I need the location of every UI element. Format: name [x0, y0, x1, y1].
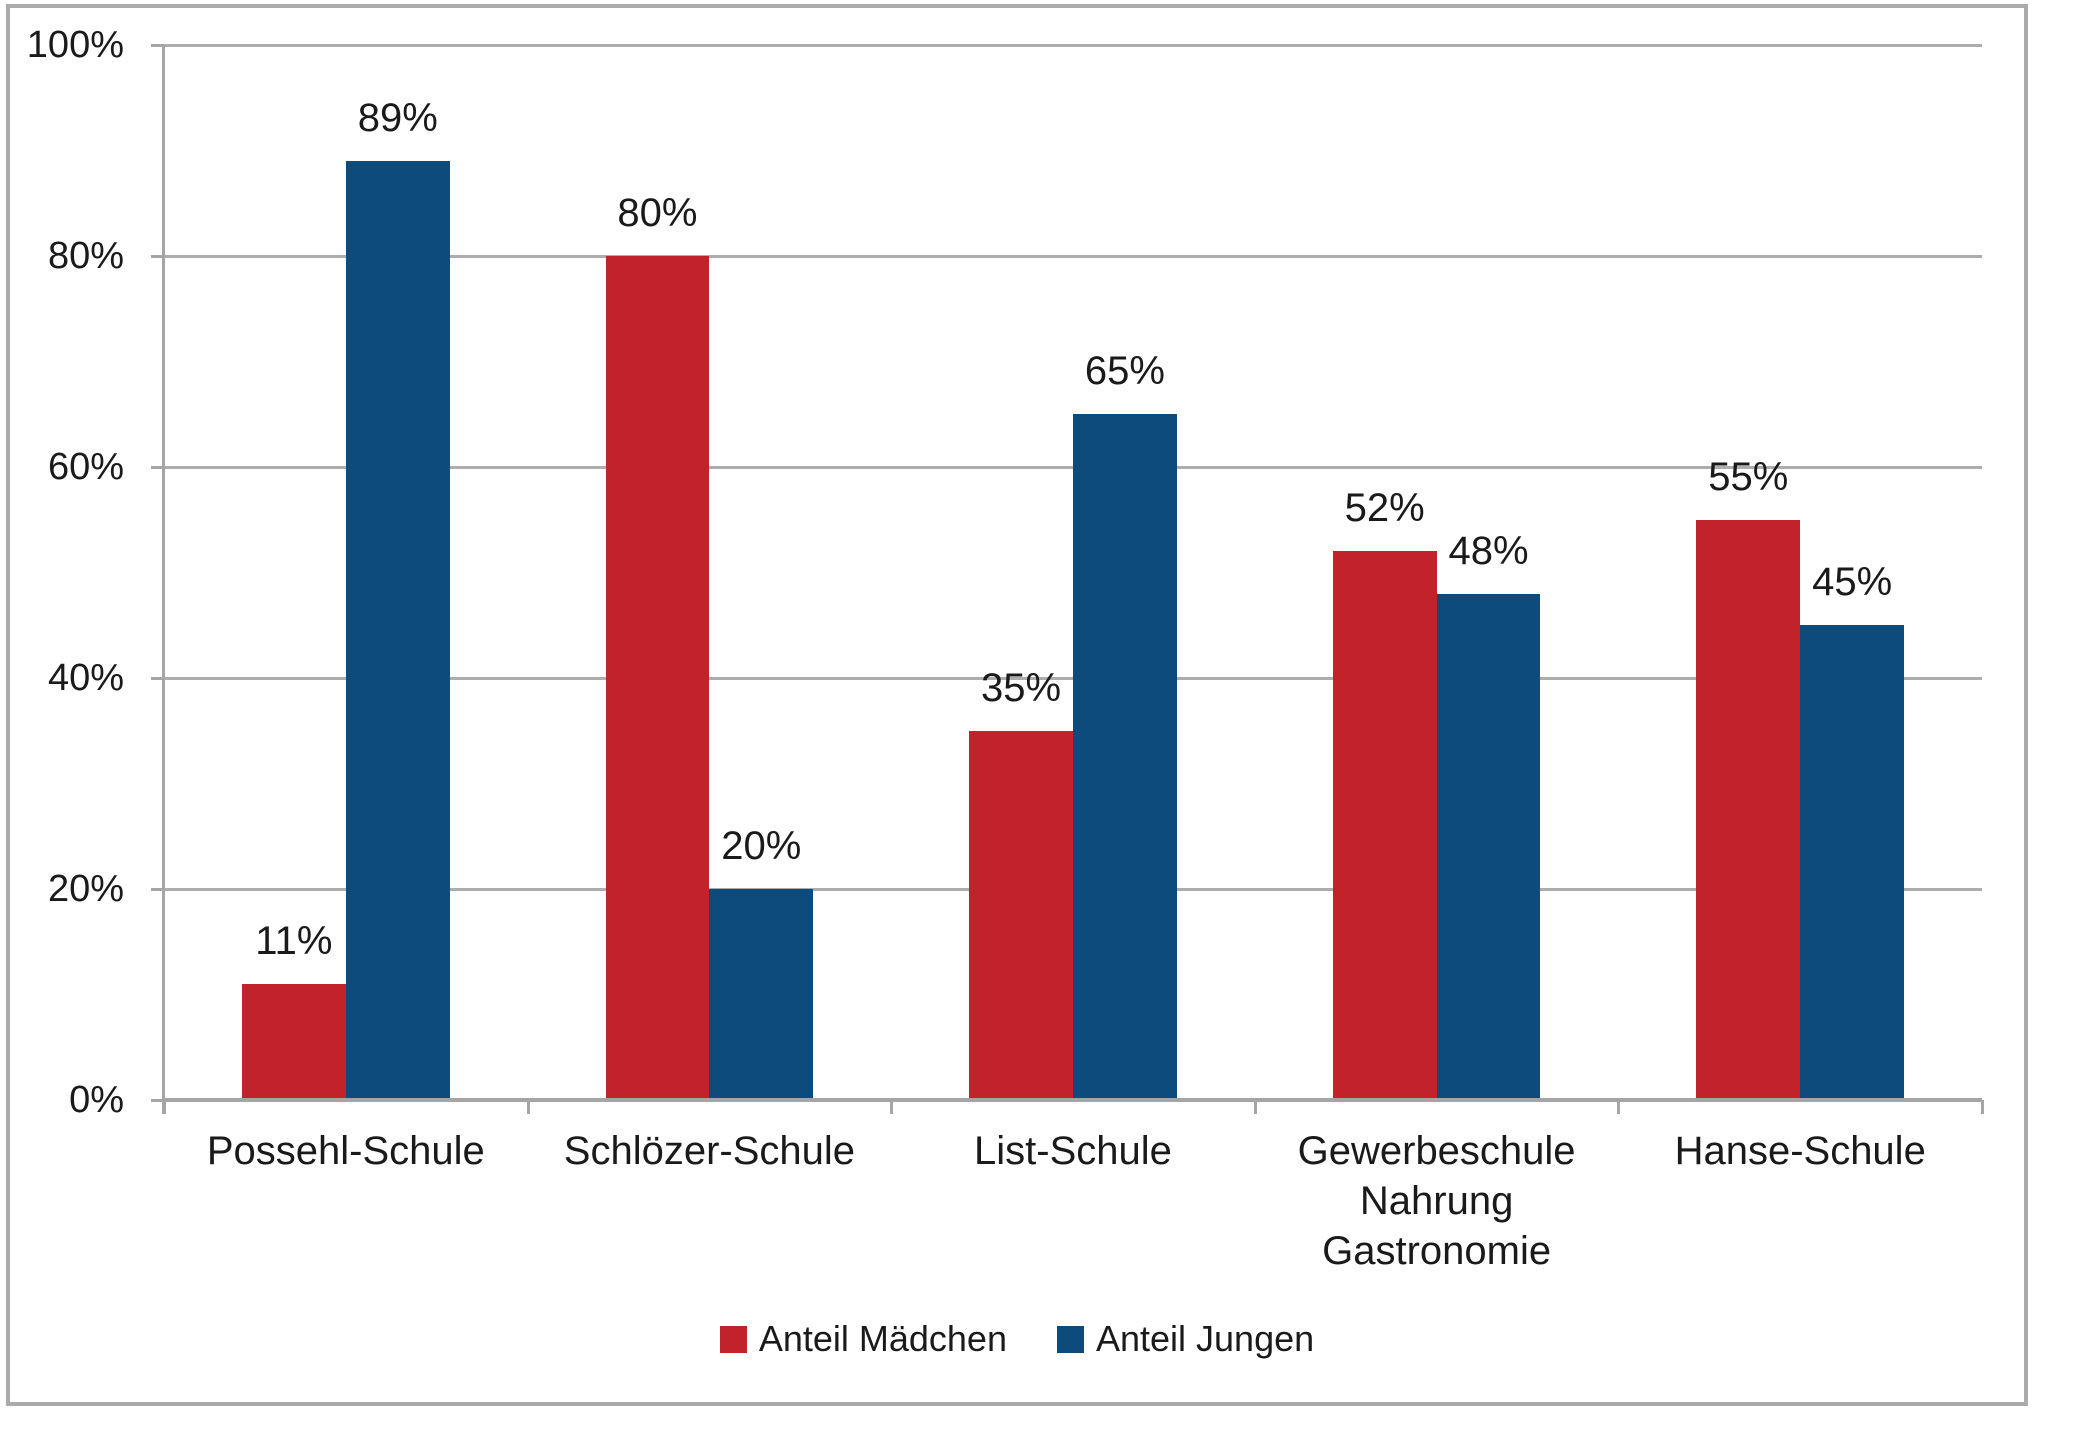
x-axis-label: Possehl-Schule — [164, 1126, 528, 1176]
data-label-anteil-jungen: 20% — [721, 824, 802, 868]
legend-item-anteil-jungen: Anteil Jungen — [1056, 1318, 1315, 1360]
x-axis-tick — [1981, 1100, 1984, 1114]
legend-item-anteil-maedchen: Anteil Mädchen — [719, 1318, 1007, 1360]
x-axis-label: Gewerbeschule Nahrung Gastronomie — [1255, 1126, 1619, 1276]
data-label-anteil-maedchen: 35% — [981, 665, 1062, 710]
x-axis-tick — [526, 1100, 530, 1114]
chart-frame — [6, 4, 2028, 1406]
y-axis-label: 100% — [26, 24, 124, 66]
y-axis-line — [162, 45, 165, 1114]
y-axis-tick — [151, 466, 164, 469]
y-axis-tick — [151, 44, 164, 47]
x-axis-tick — [1253, 1100, 1257, 1114]
y-axis-label: 20% — [47, 868, 124, 910]
legend-label: Anteil Jungen — [1095, 1318, 1315, 1359]
y-axis-label: 80% — [47, 235, 124, 277]
data-label-anteil-maedchen: 11% — [255, 918, 333, 963]
x-axis-tick — [890, 1100, 894, 1114]
bar-anteil-jungen — [1800, 625, 1905, 1100]
data-label-anteil-maedchen: 55% — [1708, 454, 1789, 499]
gridline — [164, 255, 1982, 258]
bar-anteil-maedchen — [969, 730, 1073, 1100]
x-axis-line — [164, 1098, 1982, 1102]
y-axis-tick — [151, 888, 164, 891]
data-label-anteil-jungen: 65% — [1084, 349, 1165, 394]
gridline — [164, 44, 1982, 47]
y-axis-tick — [151, 677, 164, 680]
legend: Anteil Mädchen Anteil Jungen — [10, 1318, 2024, 1360]
y-axis-label: 60% — [47, 446, 124, 488]
legend-swatch-icon — [719, 1325, 747, 1353]
bar-anteil-maedchen — [1696, 519, 1801, 1100]
bar-anteil-jungen — [709, 889, 814, 1100]
x-axis-tick — [1617, 1100, 1621, 1114]
x-axis-label-line: Gewerbeschule — [1297, 1129, 1576, 1173]
bar-anteil-maedchen — [605, 256, 710, 1100]
bar-anteil-jungen — [1073, 414, 1177, 1100]
data-label-anteil-maedchen: 52% — [1344, 486, 1425, 531]
data-label-anteil-maedchen: 80% — [617, 191, 698, 235]
x-axis-label: Schlözer-Schule — [528, 1126, 892, 1176]
y-axis-tick — [151, 1099, 164, 1102]
bar-anteil-maedchen — [241, 983, 346, 1100]
x-axis-label: Hanse-Schule — [1618, 1126, 1982, 1176]
x-axis-label: List-Schule — [891, 1126, 1255, 1176]
x-axis-label-line: Gastronomie — [1322, 1229, 1552, 1273]
legend-label: Anteil Mädchen — [758, 1318, 1007, 1359]
x-axis-label-line: Hanse-Schule — [1674, 1129, 1926, 1173]
y-axis-tick — [151, 255, 164, 258]
x-axis-label-line: List-Schule — [974, 1129, 1172, 1173]
y-axis-label: 0% — [69, 1079, 124, 1121]
data-label-anteil-jungen: 45% — [1812, 560, 1893, 605]
data-label-anteil-jungen: 89% — [357, 96, 438, 141]
x-axis-label-line: Nahrung — [1359, 1179, 1514, 1223]
data-label-anteil-jungen: 48% — [1448, 528, 1529, 573]
bar-anteil-jungen — [1436, 593, 1541, 1100]
bar-anteil-jungen — [345, 161, 450, 1100]
y-axis-label: 40% — [47, 657, 124, 699]
x-axis-label-line: Possehl-Schule — [206, 1129, 485, 1173]
x-axis-label-line: Schlözer-Schule — [563, 1129, 856, 1173]
bar-anteil-maedchen — [1332, 551, 1437, 1100]
legend-swatch-icon — [1056, 1325, 1084, 1353]
